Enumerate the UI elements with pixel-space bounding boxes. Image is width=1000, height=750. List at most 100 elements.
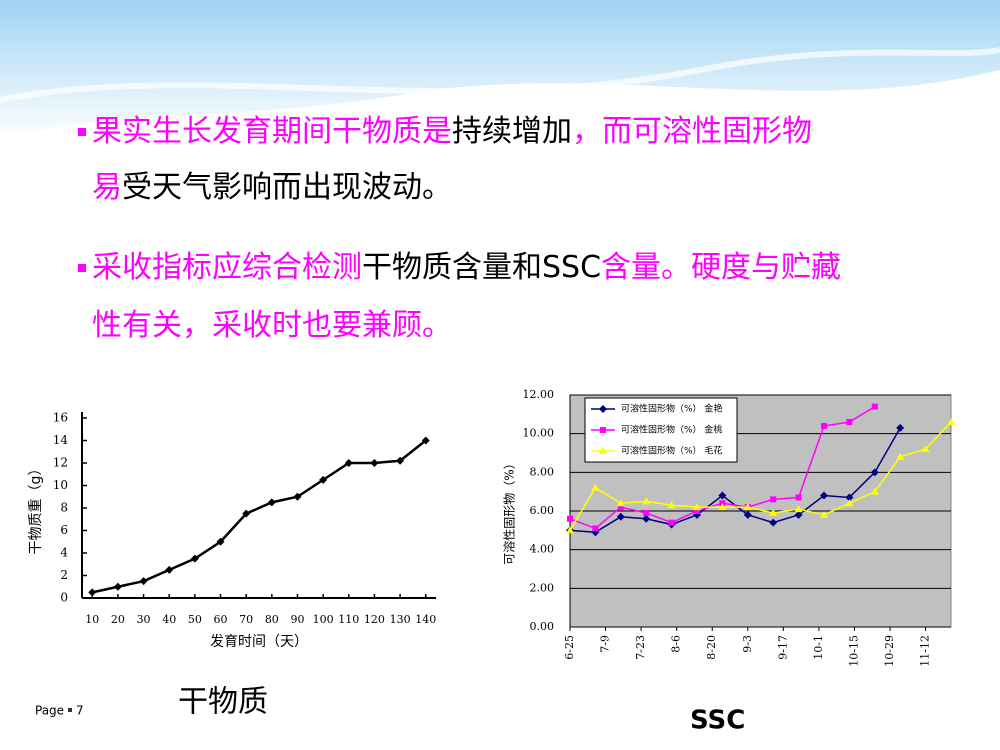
marker xyxy=(293,492,302,501)
marker xyxy=(88,588,97,597)
text-run: 果实生长发育期间干物质是 xyxy=(92,114,452,149)
bullet-marker xyxy=(78,128,86,136)
text-run: ，而可溶性固形物 xyxy=(572,114,812,149)
marker xyxy=(794,505,803,513)
marker xyxy=(896,423,905,432)
y-tick-label: 6 xyxy=(60,523,68,537)
marker xyxy=(871,403,878,410)
x-tick-label: 50 xyxy=(188,613,202,626)
legend-label: 可溶性固形物（%） 金艳 xyxy=(621,403,722,415)
series-line xyxy=(91,439,427,594)
marker xyxy=(820,491,828,500)
marker xyxy=(845,499,854,507)
legend-label: 可溶性固形物（%） 毛花 xyxy=(621,445,722,457)
x-tick-label: 130 xyxy=(390,613,411,626)
bullet-text: 性有关，采收时也要兼顾。 xyxy=(92,308,452,343)
page-dot xyxy=(68,708,72,712)
marker xyxy=(642,514,651,523)
marker xyxy=(592,525,599,532)
marker xyxy=(947,418,955,426)
legend-marker xyxy=(599,405,607,413)
marker xyxy=(319,475,328,484)
marker xyxy=(370,459,379,467)
x-tick-label: 70 xyxy=(239,613,253,626)
marker xyxy=(344,459,353,467)
x-tick-label: 7-9 xyxy=(599,635,612,653)
y-tick-label: 6.00 xyxy=(530,504,555,517)
y-tick-label: 2 xyxy=(60,568,68,582)
x-tick-label: 40 xyxy=(162,613,176,626)
y-axis-label: 干物质重（g） xyxy=(28,462,44,555)
y-tick-label: 10 xyxy=(53,478,68,492)
y-tick-label: 2.00 xyxy=(530,581,555,594)
marker xyxy=(190,554,199,563)
marker xyxy=(113,582,122,591)
x-tick-label: 90 xyxy=(290,613,304,626)
text-run: 易 xyxy=(92,170,122,205)
x-tick-label: 110 xyxy=(338,613,359,626)
legend-marker xyxy=(599,447,607,454)
marker xyxy=(667,501,676,509)
text-run: 持续增加 xyxy=(452,114,572,149)
marker xyxy=(769,518,778,527)
y-tick-label: 12.00 xyxy=(523,388,555,401)
marker xyxy=(616,499,625,507)
marker xyxy=(770,496,777,503)
bullet-text: 果实生长发育期间干物质是持续增加，而可溶性固形物 xyxy=(92,114,812,149)
x-tick-label: 100 xyxy=(313,613,334,626)
marker xyxy=(846,419,853,426)
bullet-marker xyxy=(78,264,86,272)
bullet-text: 易受天气影响而出现波动。 xyxy=(92,170,452,205)
x-tick-label: 140 xyxy=(415,613,436,626)
y-tick-label: 12 xyxy=(53,456,68,470)
marker xyxy=(769,508,778,516)
page-label: Page xyxy=(35,704,64,718)
legend-marker xyxy=(600,427,606,433)
text-run: 采收指标应综合检测 xyxy=(92,250,362,285)
x-tick-label: 10 xyxy=(85,613,99,626)
x-tick-label: 11-12 xyxy=(919,635,932,667)
caption: SSC xyxy=(690,706,745,736)
series-line xyxy=(569,421,952,531)
marker xyxy=(845,493,854,502)
y-tick-label: 4.00 xyxy=(530,543,555,556)
marker xyxy=(743,510,752,519)
marker xyxy=(718,503,727,511)
marker xyxy=(668,519,675,526)
x-tick-label: 30 xyxy=(137,613,151,626)
marker xyxy=(693,510,701,519)
marker xyxy=(242,509,251,518)
marker xyxy=(642,497,651,505)
x-tick-label: 60 xyxy=(214,613,228,626)
x-tick-label: 8-6 xyxy=(670,635,683,653)
page-number: 7 xyxy=(76,704,84,718)
marker xyxy=(820,510,828,518)
marker xyxy=(795,494,802,501)
x-tick-label: 7-23 xyxy=(634,635,647,660)
marker xyxy=(267,498,276,507)
x-tick-label: 20 xyxy=(111,613,125,626)
y-tick-label: 0.00 xyxy=(530,620,555,633)
marker xyxy=(794,510,803,519)
marker xyxy=(870,487,879,495)
x-tick-label: 9-3 xyxy=(741,635,754,653)
marker xyxy=(616,512,625,521)
x-tick-label: 9-17 xyxy=(776,635,789,660)
marker xyxy=(896,452,905,460)
legend-label: 可溶性固形物（%） 金桃 xyxy=(621,424,722,436)
marker xyxy=(396,456,405,465)
y-tick-label: 8 xyxy=(60,501,68,515)
marker xyxy=(421,436,430,445)
y-tick-label: 16 xyxy=(53,411,68,425)
marker xyxy=(743,503,752,511)
header-wave xyxy=(0,0,1000,140)
marker xyxy=(821,422,827,429)
x-tick-label: 10-29 xyxy=(883,635,896,667)
marker xyxy=(591,483,600,491)
x-axis-label: 发育时间（天） xyxy=(210,634,308,650)
text-run: 含量。硬度与贮藏 xyxy=(601,250,841,285)
marker xyxy=(566,526,574,534)
marker xyxy=(139,577,148,586)
marker xyxy=(216,537,225,546)
text-run: 受天气影响而出现波动。 xyxy=(122,170,452,205)
